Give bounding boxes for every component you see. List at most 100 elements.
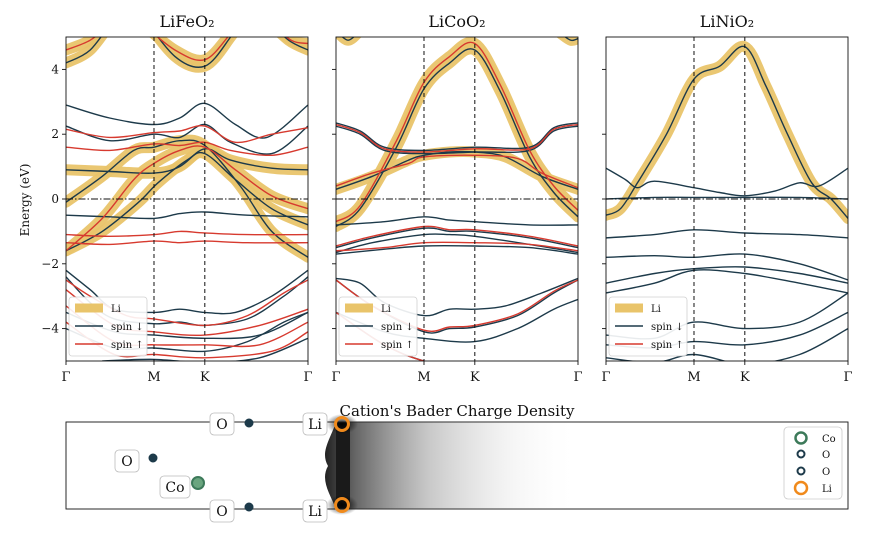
band-spin-down-7 xyxy=(66,211,308,220)
band-spin-down-10 xyxy=(336,277,578,317)
band-spin-up-18 xyxy=(336,241,578,252)
x-tick-label: Γ xyxy=(303,370,312,385)
band-spin-up-15 xyxy=(336,123,578,153)
x-tick-label: Γ xyxy=(61,370,70,385)
x-tick-label: K xyxy=(740,370,750,385)
legend-label: spin ↑ xyxy=(651,340,684,351)
panel-licoo2: LiCoO₂ Γ M K Γ Li spin ↓ spin ↑ xyxy=(331,12,582,385)
bader-legend-o2: O xyxy=(796,466,830,478)
band-spin-down-2 xyxy=(606,196,848,200)
x-tick-label: M xyxy=(147,370,160,385)
legend-label: spin ↓ xyxy=(651,322,684,333)
atom-label: O xyxy=(121,454,132,470)
x-tick-label: Γ xyxy=(601,370,610,385)
bader-legend: Co O O Li xyxy=(783,426,843,500)
x-tick-label: Γ xyxy=(331,370,340,385)
band-spin-down-6 xyxy=(66,139,308,258)
band-spin-down-8 xyxy=(66,151,308,252)
band-spin-down-3 xyxy=(336,122,578,152)
atom-o-bottom: O xyxy=(209,499,254,523)
band-spin-down-7 xyxy=(336,227,578,249)
bader-title: Cation's Bader Charge Density xyxy=(340,402,575,420)
atom-co: Co xyxy=(159,475,205,499)
y-tick-label: −2 xyxy=(41,257,59,271)
charge-density-field xyxy=(325,414,580,515)
legend-label: spin ↑ xyxy=(111,340,144,351)
band-spin-down-1 xyxy=(606,167,848,197)
band-spin-up-17 xyxy=(336,225,578,247)
atom-label: O xyxy=(216,417,227,433)
atom-label: Li xyxy=(308,417,322,433)
x-tick-label: M xyxy=(417,370,430,385)
bader-charge-panel: Cation's Bader Charge Density O Li O xyxy=(65,402,849,523)
panel-title: LiNiO₂ xyxy=(700,12,754,31)
atom-o-mid: O xyxy=(114,449,158,473)
legend-label: spin ↓ xyxy=(381,322,414,333)
legend-label: Li xyxy=(822,484,832,495)
li-projection-0 xyxy=(336,37,362,46)
panel-title: LiCoO₂ xyxy=(428,12,485,31)
bader-legend-li: Li xyxy=(793,480,832,496)
legend-label: Li xyxy=(651,304,661,315)
band-spin-up-16 xyxy=(336,154,578,189)
band-spin-up-21 xyxy=(66,240,308,246)
legend-label: Li xyxy=(381,304,391,315)
panel-title: LiFeO₂ xyxy=(160,12,215,31)
legend: Li spin ↓ spin ↑ xyxy=(68,296,148,357)
y-tick-label: 0 xyxy=(51,192,59,206)
atom-li-top: Li xyxy=(302,412,350,436)
atom-o-top: O xyxy=(209,412,254,436)
y-tick-label: 2 xyxy=(51,127,59,141)
band-spin-down-3 xyxy=(606,229,848,239)
band-spin-down-0 xyxy=(606,45,848,219)
legend-label: spin ↓ xyxy=(111,322,144,333)
legend-label: O xyxy=(822,467,830,478)
y-tick-label: 4 xyxy=(51,62,59,76)
panel-lifeo2: LiFeO₂ Γ M K Γ −4 −2 0 2 4 Li spin ↓ spin ↑ xyxy=(41,12,312,385)
legend-label: O xyxy=(822,450,830,461)
band-spin-up-17 xyxy=(66,125,308,144)
legend-label: Li xyxy=(111,304,121,315)
band-spin-down-4 xyxy=(336,125,578,155)
band-spin-up-14 xyxy=(66,37,96,51)
band-spin-down-9 xyxy=(606,327,848,361)
band-spin-up-19 xyxy=(66,145,308,252)
band-spin-down-4 xyxy=(606,253,848,281)
band-spin-down-5 xyxy=(606,266,848,284)
y-axis-label: Energy (eV) xyxy=(18,164,32,237)
atom-label: Li xyxy=(308,504,322,520)
x-tick-label: M xyxy=(687,370,700,385)
atom-label: Co xyxy=(165,480,184,496)
band-spin-down-9 xyxy=(336,244,578,255)
x-tick-label: K xyxy=(200,370,210,385)
legend-label: Co xyxy=(822,434,836,445)
band-spin-down-6 xyxy=(336,216,578,226)
band-spin-down-5 xyxy=(336,150,578,190)
band-spin-up-14 xyxy=(336,41,578,223)
band-spin-down-2 xyxy=(283,37,308,51)
band-spin-up-18 xyxy=(66,141,308,157)
x-tick-label: Γ xyxy=(843,370,852,385)
atom-li-bottom: Li xyxy=(302,497,350,523)
band-spin-up-16 xyxy=(285,37,308,45)
band-spin-down-9 xyxy=(66,269,308,315)
atom-label: O xyxy=(216,504,227,520)
band-spin-down-3 xyxy=(66,102,308,139)
band-spin-down-13 xyxy=(102,337,308,361)
bader-legend-o1: O xyxy=(796,449,830,461)
band-spin-down-4 xyxy=(66,123,308,155)
x-tick-label: Γ xyxy=(573,370,582,385)
legend: Li spin ↓ spin ↑ xyxy=(338,296,418,357)
band-spin-down-0 xyxy=(66,37,102,64)
band-spin-up-20 xyxy=(66,230,308,238)
legend-label: spin ↑ xyxy=(381,340,414,351)
band-spin-down-1 xyxy=(564,37,578,42)
bader-legend-co: Co xyxy=(794,431,836,445)
legend: Li spin ↓ spin ↑ xyxy=(608,296,688,357)
x-tick-label: K xyxy=(470,370,480,385)
panel-linio2: LiNiO₂ Γ M K Γ Li spin ↓ spin ↑ xyxy=(601,12,852,385)
band-spin-down-6 xyxy=(606,269,848,294)
y-tick-label: −4 xyxy=(41,322,59,336)
band-spin-down-0 xyxy=(341,37,355,41)
